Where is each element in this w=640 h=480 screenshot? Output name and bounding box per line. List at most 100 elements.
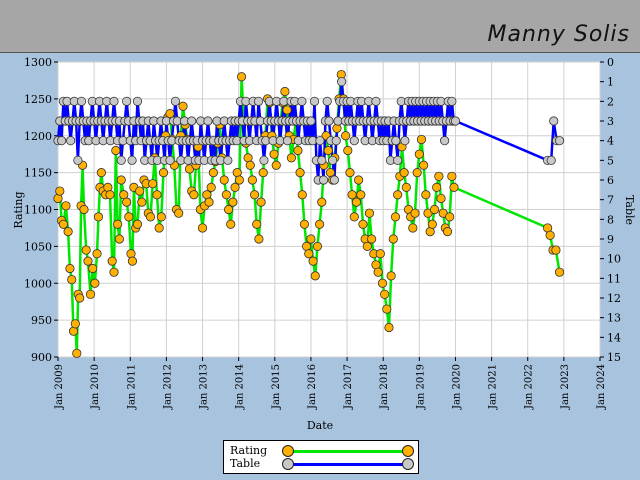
rating-point — [280, 86, 290, 97]
table-point — [546, 155, 556, 165]
rating-point — [158, 168, 169, 178]
rating-point — [347, 190, 357, 200]
rating-point — [408, 223, 418, 233]
rating-point — [93, 212, 104, 222]
rating-point — [85, 289, 96, 299]
legend-line-rating — [287, 450, 407, 453]
header-banner: Manny Solis — [0, 0, 640, 53]
y-tick-label-right: 3 — [607, 115, 614, 128]
rating-point — [96, 168, 106, 178]
rating-point — [148, 179, 158, 189]
rating-point — [312, 241, 323, 251]
rating-point — [377, 278, 388, 288]
x-tick-label: Jan 2015 — [271, 364, 282, 410]
x-tick-label: Jan 2016 — [307, 364, 318, 410]
rating-point — [295, 168, 305, 178]
rating-point — [375, 249, 385, 259]
rating-point — [286, 153, 297, 163]
table-points — [53, 77, 565, 185]
table-point — [127, 155, 137, 165]
rating-point — [70, 319, 80, 329]
rating-point — [545, 230, 555, 240]
rating-point — [252, 219, 262, 229]
y-tick-label-left: 1200 — [24, 130, 52, 143]
table-point — [391, 136, 401, 146]
x-tick-label: Jan 2013 — [199, 364, 210, 410]
rating-point — [132, 219, 143, 229]
rating-point — [116, 175, 126, 185]
rating-point — [390, 212, 401, 222]
rating-point — [414, 149, 424, 159]
y-tick-label-right: 2 — [607, 95, 614, 108]
rating-point — [380, 289, 390, 299]
table-point — [259, 155, 269, 165]
legend: Rating Table — [223, 440, 419, 474]
rating-point — [410, 208, 420, 218]
rating-point — [297, 190, 307, 200]
rating-point — [421, 190, 431, 200]
table-point — [328, 155, 338, 165]
y-tick-label-right: 7 — [607, 194, 614, 207]
table-point — [165, 155, 175, 165]
rating-point — [367, 234, 377, 244]
rating-point — [65, 263, 75, 274]
table-point — [187, 116, 197, 126]
table-point — [66, 136, 76, 146]
x-tick-label: Jan 2011 — [126, 364, 137, 410]
rating-point — [399, 168, 409, 178]
table-point — [57, 136, 67, 146]
rating-point — [90, 278, 100, 288]
y-tick-label-right: 15 — [607, 351, 621, 364]
table-point — [253, 96, 264, 106]
rating-point — [345, 168, 355, 178]
table-point — [315, 136, 325, 146]
x-tick-label: Jan 2024 — [596, 364, 607, 410]
rating-point — [358, 219, 368, 229]
axes: Jan 2009 Jan 2010 Jan 2011 Jan 2012 Jan 2013… — [24, 56, 621, 410]
rating-point — [226, 219, 236, 229]
rating-point — [434, 171, 444, 181]
rating-point — [135, 186, 145, 196]
rating-point — [83, 256, 93, 266]
table-point — [297, 96, 307, 106]
rating-point — [114, 234, 125, 244]
rating-point — [154, 223, 164, 233]
y-tick-label-left: 1100 — [24, 204, 52, 217]
rating-point — [219, 175, 229, 185]
table-point — [306, 116, 316, 126]
rating-point — [382, 304, 392, 314]
rating-point — [447, 171, 457, 181]
table-point — [447, 96, 457, 106]
x-tick-label: Jan 2009 — [54, 364, 65, 410]
rating-point — [432, 182, 442, 192]
x-tick-label: Jan 2019 — [415, 364, 426, 410]
rating-point — [306, 234, 316, 244]
table-point — [329, 175, 340, 185]
rating-point — [208, 168, 218, 178]
y-tick-label-left: 1000 — [24, 277, 52, 290]
table-point — [73, 155, 83, 165]
table-point — [109, 96, 119, 106]
rating-point — [88, 263, 98, 274]
rating-point — [145, 212, 156, 222]
rating-point — [256, 197, 266, 207]
rating-point — [221, 190, 231, 200]
rating-point — [67, 274, 77, 285]
x-tick-label: Jan 2021 — [488, 364, 499, 410]
legend-item-table: Table — [230, 457, 414, 471]
y-tick-label-left: 1050 — [24, 240, 52, 253]
table-point — [371, 96, 381, 106]
rating-point — [126, 249, 136, 259]
table-point — [324, 116, 334, 126]
rating-point — [92, 249, 102, 259]
legend-marker-table-end — [402, 458, 414, 470]
rating-point — [107, 256, 117, 266]
x-tick-label: Jan 2022 — [524, 364, 535, 410]
rating-point — [373, 267, 383, 277]
rating-point — [445, 212, 455, 222]
table-point — [116, 155, 126, 165]
rating-point — [393, 190, 403, 200]
rating-point — [317, 197, 327, 207]
table-point — [223, 155, 233, 165]
rating-point — [299, 219, 310, 229]
